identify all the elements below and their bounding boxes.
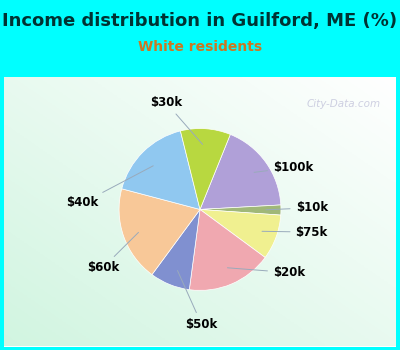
Text: $20k: $20k bbox=[228, 266, 305, 279]
Wedge shape bbox=[200, 134, 281, 209]
Wedge shape bbox=[189, 209, 265, 290]
Text: $10k: $10k bbox=[266, 201, 328, 214]
Wedge shape bbox=[119, 189, 200, 275]
Wedge shape bbox=[200, 209, 281, 258]
Text: $75k: $75k bbox=[262, 226, 328, 239]
Text: Income distribution in Guilford, ME (%): Income distribution in Guilford, ME (%) bbox=[2, 12, 398, 30]
Wedge shape bbox=[180, 128, 230, 209]
Wedge shape bbox=[152, 209, 200, 290]
Text: City-Data.com: City-Data.com bbox=[306, 99, 380, 108]
Text: $60k: $60k bbox=[87, 232, 138, 274]
Wedge shape bbox=[122, 131, 200, 209]
Text: $100k: $100k bbox=[254, 161, 313, 174]
Text: White residents: White residents bbox=[138, 40, 262, 54]
Text: $40k: $40k bbox=[66, 166, 153, 210]
Text: $30k: $30k bbox=[150, 96, 202, 145]
Text: $50k: $50k bbox=[178, 271, 218, 331]
Wedge shape bbox=[200, 205, 281, 215]
